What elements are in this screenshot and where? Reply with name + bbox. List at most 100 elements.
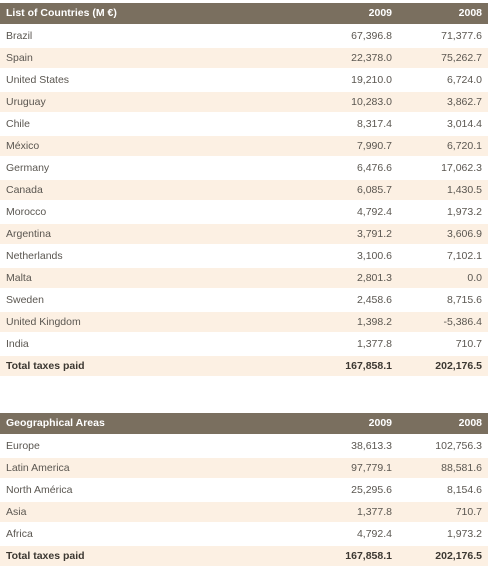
row-label: United Kingdom	[0, 312, 262, 334]
row-label: Uruguay	[0, 92, 262, 114]
row-label: Asia	[0, 502, 262, 524]
table-row: United States 19,210.0 6,724.0	[0, 70, 488, 92]
table-row: Chile 8,317.4 3,014.4	[0, 114, 488, 136]
row-label: Spain	[0, 48, 262, 70]
total-label: Total taxes paid	[0, 546, 262, 568]
table-row: Brazil 67,396.8 71,377.6	[0, 26, 488, 48]
value-2008: 710.7	[398, 502, 488, 524]
value-2009: 97,779.1	[262, 458, 398, 480]
value-2008: 0.0	[398, 268, 488, 290]
value-2009: 22,378.0	[262, 48, 398, 70]
table-row: Malta 2,801.3 0.0	[0, 268, 488, 290]
value-2009: 10,283.0	[262, 92, 398, 114]
row-label: Brazil	[0, 26, 262, 48]
row-label: Sweden	[0, 290, 262, 312]
row-label: Latin America	[0, 458, 262, 480]
row-label: Argentina	[0, 224, 262, 246]
value-2008: 3,606.9	[398, 224, 488, 246]
table-row: Asia 1,377.8 710.7	[0, 502, 488, 524]
value-2009: 19,210.0	[262, 70, 398, 92]
areas-table: Geographical Areas 2009 2008 Europe 38,61…	[0, 413, 488, 568]
total-row: Total taxes paid 167,858.1 202,176.5	[0, 546, 488, 568]
value-2008: 1,973.2	[398, 524, 488, 546]
value-2009: 6,476.6	[262, 158, 398, 180]
areas-table-title: Geographical Areas	[0, 413, 262, 436]
row-label: Chile	[0, 114, 262, 136]
value-2009: 38,613.3	[262, 436, 398, 458]
table-row: Germany 6,476.6 17,062.3	[0, 158, 488, 180]
column-header-2008: 2008	[398, 413, 488, 436]
value-2008: 3,862.7	[398, 92, 488, 114]
value-2009: 3,791.2	[262, 224, 398, 246]
value-2008: 1,430.5	[398, 180, 488, 202]
row-label: Africa	[0, 524, 262, 546]
countries-table-body: Brazil 67,396.8 71,377.6 Spain 22,378.0 75,26…	[0, 26, 488, 378]
row-label: México	[0, 136, 262, 158]
row-label: Germany	[0, 158, 262, 180]
row-label: Netherlands	[0, 246, 262, 268]
table-row: Uruguay 10,283.0 3,862.7	[0, 92, 488, 114]
value-2008: 7,102.1	[398, 246, 488, 268]
table-row: Netherlands 3,100.6 7,102.1	[0, 246, 488, 268]
total-2009: 167,858.1	[262, 356, 398, 378]
value-2009: 4,792.4	[262, 524, 398, 546]
total-2008: 202,176.5	[398, 356, 488, 378]
row-label: Malta	[0, 268, 262, 290]
value-2008: 6,724.0	[398, 70, 488, 92]
value-2008: 17,062.3	[398, 158, 488, 180]
value-2009: 4,792.4	[262, 202, 398, 224]
table-row: Latin America 97,779.1 88,581.6	[0, 458, 488, 480]
value-2009: 3,100.6	[262, 246, 398, 268]
table-row: Spain 22,378.0 75,262.7	[0, 48, 488, 70]
total-label: Total taxes paid	[0, 356, 262, 378]
areas-table-body: Europe 38,613.3 102,756.3 Latin America 97,7…	[0, 436, 488, 568]
table-header-row: List of Countries (M €) 2009 2008	[0, 3, 488, 26]
value-2008: 102,756.3	[398, 436, 488, 458]
column-header-2009: 2009	[262, 413, 398, 436]
value-2008: 8,715.6	[398, 290, 488, 312]
countries-table: List of Countries (M €) 2009 2008 Brazil…	[0, 3, 488, 378]
value-2009: 2,458.6	[262, 290, 398, 312]
row-label: United States	[0, 70, 262, 92]
row-label: North América	[0, 480, 262, 502]
value-2009: 25,295.6	[262, 480, 398, 502]
value-2009: 1,377.8	[262, 334, 398, 356]
table-row: Africa 4,792.4 1,973.2	[0, 524, 488, 546]
row-label: Morocco	[0, 202, 262, 224]
table-row: Canada 6,085.7 1,430.5	[0, 180, 488, 202]
value-2009: 7,990.7	[262, 136, 398, 158]
table-row: India 1,377.8 710.7	[0, 334, 488, 356]
countries-table-title: List of Countries (M €)	[0, 3, 262, 26]
value-2009: 67,396.8	[262, 26, 398, 48]
table-row: Morocco 4,792.4 1,973.2	[0, 202, 488, 224]
row-label: Canada	[0, 180, 262, 202]
column-header-2009: 2009	[262, 3, 398, 26]
total-row: Total taxes paid 167,858.1 202,176.5	[0, 356, 488, 378]
value-2008: 1,973.2	[398, 202, 488, 224]
table-row: United Kingdom 1,398.2 -5,386.4	[0, 312, 488, 334]
value-2008: 88,581.6	[398, 458, 488, 480]
value-2009: 8,317.4	[262, 114, 398, 136]
value-2008: 3,014.4	[398, 114, 488, 136]
table-row: North América 25,295.6 8,154.6	[0, 480, 488, 502]
value-2008: 71,377.6	[398, 26, 488, 48]
column-header-2008: 2008	[398, 3, 488, 26]
row-label: Europe	[0, 436, 262, 458]
table-row: Argentina 3,791.2 3,606.9	[0, 224, 488, 246]
table-row: México 7,990.7 6,720.1	[0, 136, 488, 158]
value-2008: 6,720.1	[398, 136, 488, 158]
row-label: India	[0, 334, 262, 356]
value-2008: -5,386.4	[398, 312, 488, 334]
table-row: Europe 38,613.3 102,756.3	[0, 436, 488, 458]
value-2009: 1,398.2	[262, 312, 398, 334]
value-2009: 2,801.3	[262, 268, 398, 290]
value-2009: 1,377.8	[262, 502, 398, 524]
value-2008: 75,262.7	[398, 48, 488, 70]
total-2009: 167,858.1	[262, 546, 398, 568]
total-2008: 202,176.5	[398, 546, 488, 568]
value-2008: 710.7	[398, 334, 488, 356]
table-row: Sweden 2,458.6 8,715.6	[0, 290, 488, 312]
value-2009: 6,085.7	[262, 180, 398, 202]
table-header-row: Geographical Areas 2009 2008	[0, 413, 488, 436]
